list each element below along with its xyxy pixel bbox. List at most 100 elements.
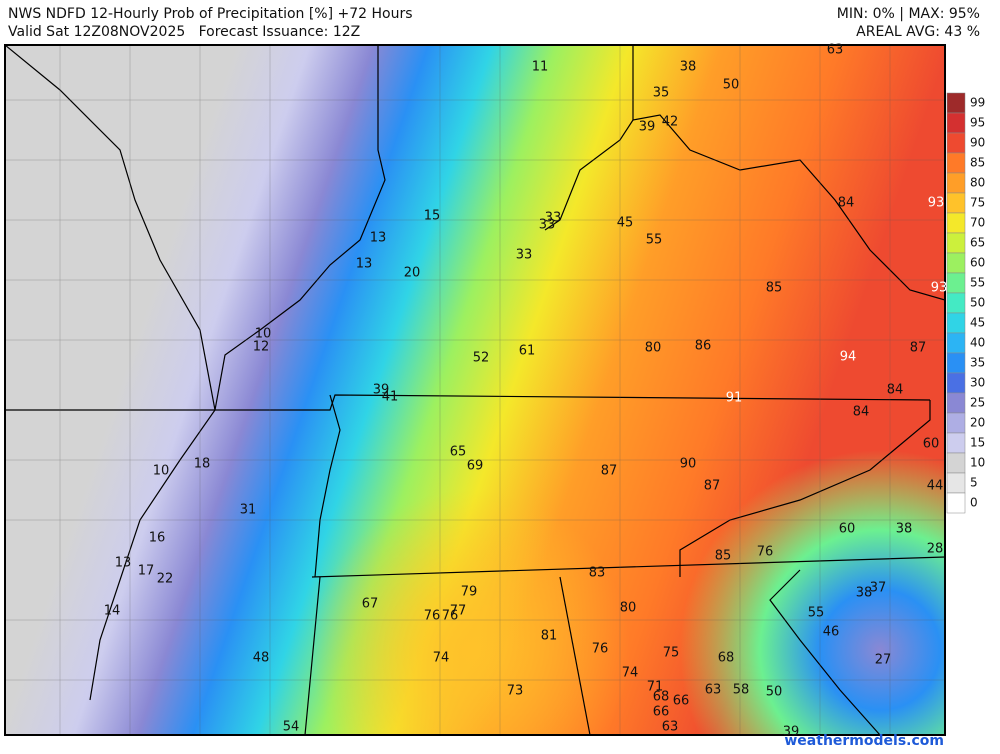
legend-swatch [946, 152, 966, 174]
station-value: 13 [356, 257, 373, 272]
legend-swatch [946, 332, 966, 354]
station-value: 16 [149, 531, 166, 546]
legend-tick-label: 45 [970, 316, 985, 330]
station-value: 44 [927, 479, 944, 494]
station-value: 80 [620, 601, 637, 616]
station-value: 76 [424, 609, 441, 624]
station-value: 79 [461, 585, 478, 600]
station-value: 76 [442, 609, 459, 624]
station-value: 39 [783, 725, 800, 740]
map [5, 45, 945, 735]
legend-tick-label: 90 [970, 136, 985, 150]
legend-swatch [946, 272, 966, 294]
station-value: 54 [283, 720, 300, 735]
station-value: 50 [766, 685, 783, 700]
legend-tick-label: 5 [970, 476, 978, 490]
legend-swatch [946, 412, 966, 434]
station-value: 60 [839, 522, 856, 537]
station-value: 31 [240, 503, 257, 518]
station-value: 50 [723, 78, 740, 93]
legend-tick-label: 0 [970, 496, 978, 510]
station-value: 87 [704, 479, 721, 494]
legend-swatch [946, 432, 966, 454]
station-value: 37 [870, 581, 887, 596]
station-value: 18 [194, 457, 211, 472]
station-value: 58 [733, 683, 750, 698]
station-value: 10 [153, 464, 170, 479]
station-value: 38 [896, 522, 913, 537]
station-value: 42 [662, 115, 679, 130]
station-value: 68 [718, 651, 735, 666]
station-value: 11 [532, 60, 549, 75]
legend-swatch [946, 472, 966, 494]
station-value: 22 [157, 572, 174, 587]
station-value: 83 [589, 566, 606, 581]
legend-tick-label: 80 [970, 176, 985, 190]
station-value: 84 [838, 196, 855, 211]
valid-time: Valid Sat 12Z08NOV2025 Forecast Issuance… [8, 24, 360, 40]
station-value: 87 [910, 341, 927, 356]
station-value: 33 [545, 211, 562, 226]
legend-swatch [946, 132, 966, 154]
station-value: 13 [370, 231, 387, 246]
legend-swatch [946, 392, 966, 414]
station-value: 46 [823, 625, 840, 640]
station-value: 77 [450, 604, 467, 619]
station-value: 81 [541, 629, 558, 644]
station-value: 66 [653, 705, 670, 720]
legend-tick-label: 10 [970, 456, 985, 470]
station-value: 27 [875, 653, 892, 668]
legend-swatch [946, 372, 966, 394]
legend-swatch [946, 192, 966, 214]
station-value: 12 [253, 340, 270, 355]
legend-tick-label: 30 [970, 376, 985, 390]
legend-swatch [946, 352, 966, 374]
station-value: 38 [680, 60, 697, 75]
legend-tick-label: 60 [970, 256, 985, 270]
legend-tick-label: 75 [970, 196, 985, 210]
legend-tick-label: 20 [970, 416, 985, 430]
station-value: 55 [808, 606, 825, 621]
legend-tick-label: 99 [970, 96, 985, 110]
min-max: MIN: 0% | MAX: 95% [837, 6, 980, 22]
legend-swatch [946, 212, 966, 234]
station-value: 20 [404, 266, 421, 281]
station-value: 80 [645, 341, 662, 356]
station-value: 93 [931, 281, 948, 296]
station-value: 65 [450, 445, 467, 460]
legend-swatch [946, 312, 966, 334]
station-value: 75 [663, 646, 680, 661]
station-value: 74 [622, 666, 639, 681]
footer-credit: weathermodels.com [784, 733, 944, 749]
station-value: 68 [653, 690, 670, 705]
station-value: 52 [473, 351, 490, 366]
station-value: 63 [827, 43, 844, 58]
areal-avg: AREAL AVG: 43 % [856, 24, 980, 40]
station-value: 45 [617, 216, 634, 231]
legend-swatch [946, 292, 966, 314]
station-value: 76 [592, 642, 609, 657]
station-value: 39 [639, 120, 656, 135]
station-value: 87 [601, 464, 618, 479]
legend-tick-label: 55 [970, 276, 985, 290]
station-value: 85 [766, 281, 783, 296]
legend-swatch [946, 232, 966, 254]
station-value: 85 [715, 549, 732, 564]
legend-swatch [946, 452, 966, 474]
title: NWS NDFD 12-Hourly Prob of Precipitation… [8, 6, 413, 22]
legend-tick-label: 85 [970, 156, 985, 170]
station-value: 66 [673, 694, 690, 709]
station-value: 84 [853, 405, 870, 420]
legend-tick-label: 70 [970, 216, 985, 230]
station-value: 33 [516, 248, 533, 263]
station-value: 38 [856, 586, 873, 601]
station-value: 73 [507, 684, 524, 699]
station-value: 67 [362, 597, 379, 612]
station-value: 63 [662, 720, 679, 735]
station-value: 28 [927, 542, 944, 557]
station-value: 74 [433, 651, 450, 666]
legend-swatch [946, 172, 966, 194]
